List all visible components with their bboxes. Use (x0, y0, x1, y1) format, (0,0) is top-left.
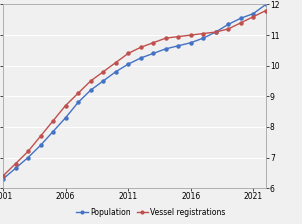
Population (201, 37, 205, 39)
Vessel registrations (226, 28, 230, 30)
Population (1, 178, 5, 180)
Vessel registrations (51, 119, 55, 122)
Population (89, 89, 92, 92)
Population (101, 80, 105, 82)
Vessel registrations (1, 174, 5, 177)
Vessel registrations (239, 22, 243, 24)
Line: Vessel registrations: Vessel registrations (2, 9, 267, 177)
Vessel registrations (126, 52, 130, 55)
Vessel registrations (176, 35, 180, 38)
Vessel registrations (164, 37, 168, 39)
Vessel registrations (101, 71, 105, 73)
Population (189, 41, 192, 44)
Population (151, 52, 155, 55)
Population (226, 23, 230, 26)
Population (214, 31, 217, 33)
Vessel registrations (114, 61, 117, 64)
Population (114, 71, 117, 73)
Population (76, 101, 80, 104)
Vessel registrations (201, 32, 205, 35)
Population (139, 57, 143, 59)
Population (51, 130, 55, 133)
Vessel registrations (252, 15, 255, 18)
Vessel registrations (264, 9, 268, 12)
Population (176, 44, 180, 47)
Population (126, 63, 130, 66)
Population (14, 167, 17, 170)
Vessel registrations (151, 41, 155, 44)
Population (26, 156, 30, 159)
Population (39, 144, 42, 147)
Population (239, 17, 243, 20)
Line: Population: Population (2, 3, 267, 181)
Legend: Population, Vessel registrations: Population, Vessel registrations (73, 205, 229, 220)
Vessel registrations (14, 162, 17, 165)
Vessel registrations (139, 46, 143, 49)
Vessel registrations (39, 135, 42, 138)
Population (64, 116, 67, 119)
Vessel registrations (189, 34, 192, 37)
Vessel registrations (64, 104, 67, 107)
Vessel registrations (76, 92, 80, 95)
Vessel registrations (214, 31, 217, 33)
Population (164, 47, 168, 50)
Vessel registrations (89, 80, 92, 82)
Vessel registrations (26, 150, 30, 153)
Population (264, 3, 268, 6)
Population (252, 12, 255, 15)
